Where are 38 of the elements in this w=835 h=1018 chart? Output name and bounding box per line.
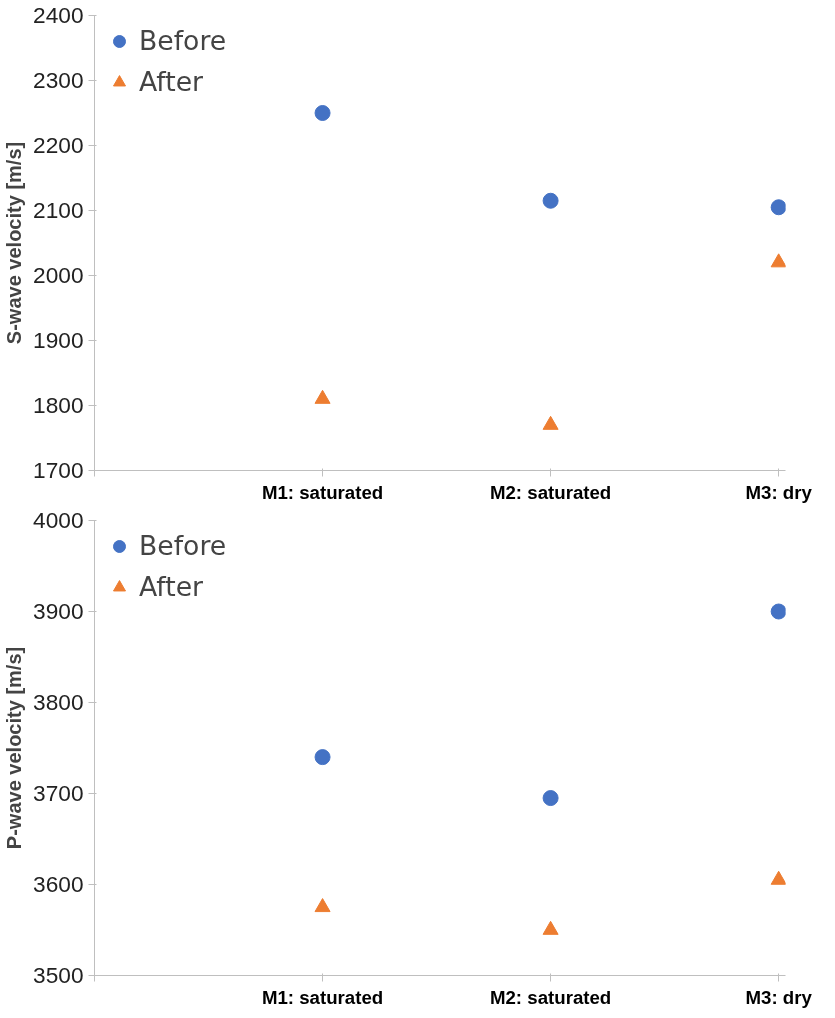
y-axis-title: P-wave velocity [m/s]: [3, 646, 26, 850]
point: [542, 192, 559, 209]
point: [314, 749, 331, 766]
y-tick-label: 2200: [33, 132, 84, 158]
point: [770, 870, 786, 885]
point: [542, 415, 559, 430]
y-tick-label: 3900: [33, 598, 84, 624]
legend-label: Before: [139, 530, 227, 561]
point: [542, 920, 559, 935]
legend-label: After: [139, 66, 204, 97]
y-tick-label: 1900: [33, 327, 84, 353]
legend-label: After: [139, 571, 204, 602]
point: [770, 253, 786, 268]
x-tick-label: M2: saturated: [489, 481, 612, 503]
y-axis-title: S-wave velocity [m/s]: [3, 141, 26, 345]
point: [314, 105, 331, 121]
point: [770, 199, 786, 216]
y-tick-label: 1800: [33, 392, 84, 418]
point: [542, 790, 559, 807]
y-tick-label: 3800: [33, 689, 84, 715]
x-tick-label: M3: dry: [745, 986, 813, 1008]
point: [314, 898, 331, 913]
point: [314, 389, 331, 404]
y-tick-label: 2400: [33, 2, 84, 28]
y-tick-label: 1700: [33, 457, 84, 483]
x-tick-label: M2: saturated: [489, 986, 612, 1008]
y-tick-label: 4000: [33, 507, 84, 533]
y-tick-label: 3700: [33, 780, 84, 806]
x-tick-label: M1: saturated: [261, 481, 384, 503]
x-tick-label: M3: dry: [745, 481, 813, 503]
legend-label: Before: [139, 25, 227, 56]
point: [770, 603, 786, 620]
x-tick-label: M1: saturated: [261, 986, 384, 1008]
y-tick-label: 2000: [33, 262, 84, 288]
y-tick-label: 3600: [33, 871, 84, 897]
y-tick-label: 3500: [33, 962, 84, 988]
y-tick-label: 2300: [33, 67, 84, 93]
y-tick-label: 2100: [33, 197, 84, 223]
